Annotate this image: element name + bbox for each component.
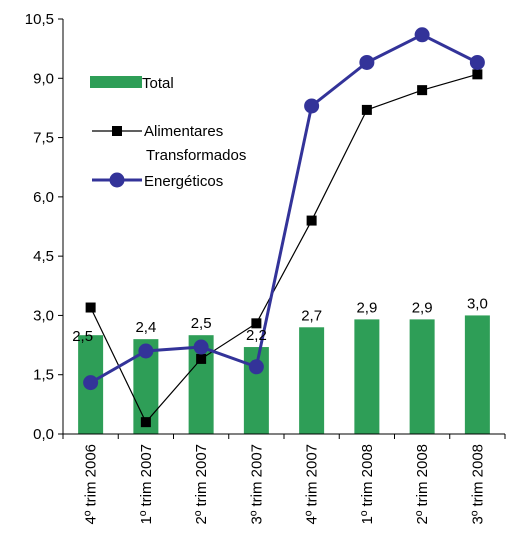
x-category-label: 1º trim 2008 — [359, 444, 376, 525]
x-category-label: 1º trim 2007 — [138, 444, 155, 525]
bar-data-label: 2,2 — [246, 327, 267, 344]
line-series-group — [83, 27, 485, 428]
data-labels-group: 2,5 2,4 2,5 2,2 2,7 2,9 2,9 3,0 — [72, 295, 488, 345]
legend: Total Alimentares Transformados Energéticos — [90, 75, 246, 190]
y-tick-label: 10,5 — [25, 11, 54, 28]
line-series-alimentares-line — [90, 73, 478, 424]
line-series-energeticos — [83, 27, 485, 391]
bar-total — [354, 319, 380, 434]
x-category-label: 2º trim 2007 — [193, 444, 210, 525]
point-energeticos — [193, 339, 209, 355]
legend-label-alimentares-line1: Alimentares — [144, 123, 223, 140]
legend-label-alimentares-line2: Transformados — [146, 147, 246, 164]
y-tick-label: 0,0 — [33, 426, 54, 443]
line-series-energeticos-line — [89, 33, 479, 384]
x-category-label: 4º trim 2006 — [83, 444, 100, 525]
point-energeticos — [359, 54, 375, 70]
point-alimentares — [361, 104, 372, 115]
legend-label-total: Total — [142, 75, 174, 92]
y-tick-label: 7,5 — [33, 130, 54, 147]
point-energeticos — [83, 375, 99, 391]
bar-total — [409, 319, 435, 434]
point-alimentares — [196, 353, 207, 364]
y-tick-label: 3,0 — [33, 307, 54, 324]
bar-data-label: 2,5 — [191, 315, 212, 332]
x-category-label: 4º trim 2007 — [304, 444, 321, 525]
point-energeticos — [469, 54, 485, 70]
x-category-label: 3º trim 2007 — [248, 444, 265, 525]
bar-data-label: 2,5 — [72, 328, 93, 345]
point-alimentares — [251, 318, 262, 329]
bar-data-label: 2,4 — [135, 319, 156, 336]
bar-data-label: 3,0 — [467, 295, 488, 312]
bar-total — [299, 327, 325, 434]
point-alimentares — [472, 69, 483, 80]
point-energeticos — [414, 27, 430, 43]
bar-data-label: 2,9 — [356, 299, 377, 316]
y-tick-label: 6,0 — [33, 189, 54, 206]
point-alimentares — [140, 417, 151, 428]
point-alimentares — [85, 302, 96, 313]
axes-group: 0,0 1,5 3,0 4,5 6,0 7,5 9,0 10,5 4º trim 2006 1º … — [25, 11, 506, 525]
bar-total — [464, 315, 490, 434]
point-alimentares — [417, 85, 428, 96]
y-tick-label: 9,0 — [33, 70, 54, 87]
legend-swatch-total — [90, 76, 142, 88]
legend-label-energeticos: Energéticos — [144, 173, 223, 190]
bar-data-label: 2,7 — [301, 307, 322, 324]
point-energeticos — [304, 98, 320, 114]
y-tick-label: 4,5 — [33, 248, 54, 265]
x-category-label: 2º trim 2008 — [414, 444, 431, 525]
y-tick-label: 1,5 — [33, 367, 54, 384]
legend-marker-alimentares — [112, 126, 122, 136]
point-energeticos — [248, 359, 264, 375]
bar-data-label: 2,9 — [412, 299, 433, 316]
x-category-label: 3º trim 2008 — [469, 444, 486, 525]
legend-marker-energeticos — [109, 172, 125, 188]
point-energeticos — [138, 343, 154, 359]
point-alimentares — [306, 215, 317, 226]
line-series-alimentares — [85, 69, 483, 428]
